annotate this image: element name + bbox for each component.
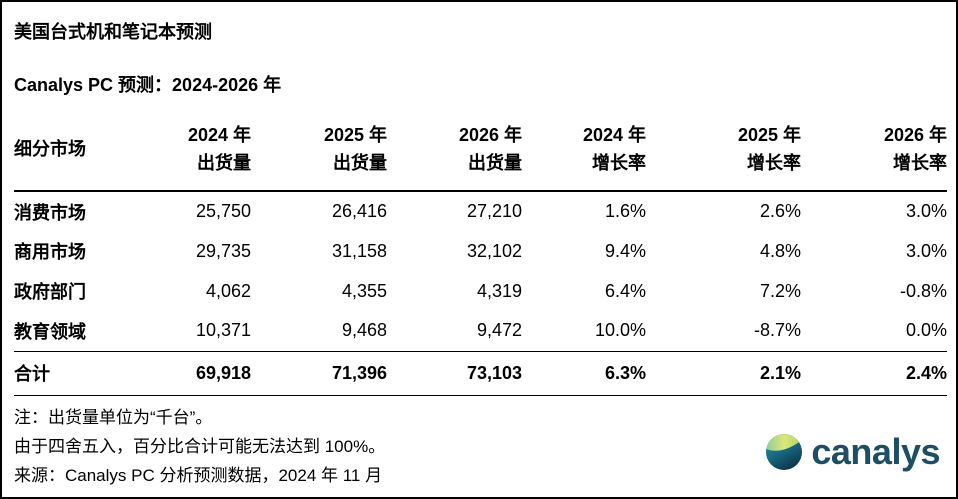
- row-label: 消费市场: [14, 202, 86, 223]
- col-header-year: 2026 年: [458, 124, 522, 145]
- cell-shipments-2024: 4,062: [205, 280, 251, 301]
- cell-shipments-2026: 73,103: [387, 350, 522, 396]
- cell-growth-2024: 1.6%: [604, 201, 646, 221]
- cell-shipments-2026: 4,319: [476, 280, 522, 301]
- table-row-government: 政府部门 4,062 4,355 4,319 6.4% 7.2% -0.8%: [14, 271, 947, 311]
- col-header-metric: 增长率: [592, 152, 646, 173]
- cell-shipments-2024: 29,735: [195, 240, 251, 261]
- cell-shipments-2025: 31,158: [331, 240, 387, 261]
- cell-shipments-2025: 9,468: [341, 320, 387, 341]
- cell-growth-2026: 0.0%: [905, 320, 947, 341]
- cell-shipments-2024: 69,918: [164, 350, 251, 396]
- cell-growth-2026: 2.4%: [801, 350, 947, 396]
- col-header-year: 2026 年: [883, 124, 947, 145]
- cell-growth-2024: 6.4%: [604, 280, 646, 301]
- segment-column-header: 细分市场: [14, 107, 164, 192]
- cell-shipments-2026: 32,102: [466, 240, 522, 261]
- footnotes: 注：出货量单位为“千台”。 由于四舍五入，百分比合计可能无法达到 100%。 来…: [14, 403, 956, 490]
- cell-growth-2026: -0.8%: [899, 280, 947, 301]
- row-label: 教育领域: [14, 321, 86, 342]
- note-source: 来源：Canalys PC 分析预测数据，2024 年 11 月: [14, 465, 383, 485]
- cell-shipments-2025: 71,396: [251, 350, 387, 396]
- col-header-2024-shipments: 2024 年 出货量: [164, 107, 251, 192]
- cell-growth-2025: 4.8%: [759, 240, 801, 261]
- table-row-commercial: 商用市场 29,735 31,158 32,102 9.4% 4.8% 3.0%: [14, 231, 947, 271]
- cell-growth-2026: 3.0%: [905, 201, 947, 221]
- cell-shipments-2024: 10,371: [195, 320, 251, 341]
- forecast-table: 细分市场 2024 年 出货量 2025 年 出货量 2026 年 出货量 20…: [14, 107, 947, 396]
- cell-growth-2024: 9.4%: [604, 240, 646, 261]
- col-header-2026-shipments: 2026 年 出货量: [387, 107, 522, 192]
- col-header-metric: 出货量: [468, 152, 522, 173]
- cell-growth-2025: 2.6%: [759, 201, 801, 221]
- col-header-metric: 增长率: [893, 152, 947, 173]
- row-label: 商用市场: [14, 242, 86, 262]
- col-header-metric: 增长率: [747, 152, 801, 173]
- cell-growth-2026: 3.0%: [905, 240, 947, 261]
- page-subtitle: Canalys PC 预测：2024-2026 年: [14, 75, 282, 95]
- page-title: 美国台式机和笔记本预测: [14, 22, 212, 42]
- table-row-education: 教育领域 10,371 9,468 9,472 10.0% -8.7% 0.0%: [14, 311, 947, 351]
- cell-growth-2024: 6.3%: [522, 350, 646, 396]
- row-label: 政府部门: [14, 282, 86, 302]
- note-rounding: 由于四舍五入，百分比合计可能无法达到 100%。: [14, 436, 386, 456]
- cell-growth-2025: -8.7%: [753, 320, 801, 341]
- table-header: 细分市场 2024 年 出货量 2025 年 出货量 2026 年 出货量 20…: [14, 107, 947, 192]
- canalys-wordmark: canalys: [811, 431, 940, 472]
- col-header-metric: 出货量: [333, 152, 387, 173]
- row-label: 合计: [14, 350, 164, 396]
- col-header-year: 2025 年: [737, 124, 801, 145]
- cell-growth-2024: 10.0%: [594, 320, 646, 341]
- cell-growth-2025: 7.2%: [759, 280, 801, 301]
- cell-shipments-2025: 26,416: [331, 201, 387, 221]
- note-unit: 注：出货量单位为“千台”。: [14, 407, 213, 427]
- col-header-2025-growth: 2025 年 增长率: [646, 107, 801, 192]
- canalys-globe-icon: [765, 433, 803, 471]
- col-header-2026-growth: 2026 年 增长率: [801, 107, 947, 192]
- canalys-logo: canalys: [765, 433, 940, 471]
- cell-shipments-2025: 4,355: [341, 280, 387, 301]
- cell-growth-2025: 2.1%: [646, 350, 801, 396]
- cell-shipments-2026: 9,472: [476, 320, 522, 341]
- cell-shipments-2026: 27,210: [466, 201, 522, 221]
- col-header-2025-shipments: 2025 年 出货量: [251, 107, 387, 192]
- table-header-row: 细分市场 2024 年 出货量 2025 年 出货量 2026 年 出货量 20…: [14, 107, 947, 192]
- col-header-year: 2024 年: [582, 124, 646, 145]
- table-row-consumer: 消费市场 25,750 26,416 27,210 1.6% 2.6% 3.0%: [14, 191, 947, 231]
- table-row-total: 合计 69,918 71,396 73,103 6.3% 2.1% 2.4%: [14, 350, 947, 396]
- col-header-year: 2025 年: [323, 124, 387, 145]
- cell-shipments-2024: 25,750: [195, 201, 251, 221]
- col-header-metric: 出货量: [197, 152, 251, 173]
- col-header-year: 2024 年: [187, 124, 251, 145]
- col-header-2024-growth: 2024 年 增长率: [522, 107, 646, 192]
